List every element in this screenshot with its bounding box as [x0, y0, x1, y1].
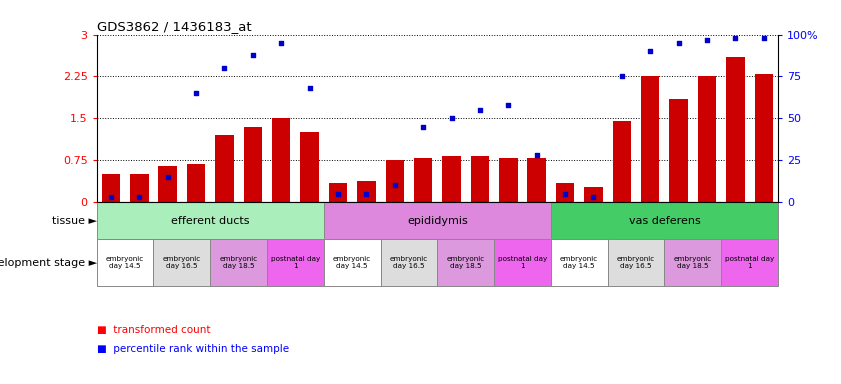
Bar	[153, 239, 210, 286]
Point	[757, 35, 770, 41]
Point	[587, 194, 600, 200]
Point	[445, 115, 458, 121]
Bar	[158, 166, 177, 202]
Point	[133, 194, 146, 200]
Text: embryonic
day 14.5: embryonic day 14.5	[106, 256, 144, 269]
Text: embryonic
day 14.5: embryonic day 14.5	[333, 256, 371, 269]
Bar	[669, 99, 688, 202]
Point	[303, 85, 316, 91]
Bar	[210, 239, 267, 286]
Text: embryonic
day 16.5: embryonic day 16.5	[163, 256, 201, 269]
Point	[672, 40, 685, 46]
Point	[274, 40, 288, 46]
Point	[388, 182, 401, 189]
Bar	[215, 135, 234, 202]
Bar	[244, 127, 262, 202]
Bar	[324, 202, 551, 239]
Bar	[442, 156, 461, 202]
Bar	[414, 157, 432, 202]
Bar	[187, 164, 205, 202]
Bar	[556, 183, 574, 202]
Bar	[380, 239, 437, 286]
Point	[701, 36, 714, 43]
Bar	[437, 239, 494, 286]
Bar	[385, 161, 404, 202]
Bar	[329, 183, 347, 202]
Text: efferent ducts: efferent ducts	[171, 216, 250, 226]
Text: postnatal day
1: postnatal day 1	[271, 256, 320, 269]
Text: embryonic
day 18.5: embryonic day 18.5	[220, 256, 257, 269]
Point	[161, 174, 174, 180]
Point	[416, 124, 430, 130]
Text: ■  transformed count: ■ transformed count	[97, 325, 210, 335]
Text: embryonic
day 18.5: embryonic day 18.5	[447, 256, 484, 269]
Bar	[357, 181, 376, 202]
Point	[558, 191, 572, 197]
Text: embryonic
day 16.5: embryonic day 16.5	[390, 256, 428, 269]
Bar	[300, 132, 319, 202]
Point	[501, 102, 515, 108]
Bar	[499, 157, 517, 202]
Text: development stage ►: development stage ►	[0, 258, 97, 268]
Point	[246, 51, 260, 58]
Bar	[97, 202, 324, 239]
Text: tissue ►: tissue ►	[51, 216, 97, 226]
Bar	[267, 239, 324, 286]
Bar	[102, 174, 120, 202]
Bar	[612, 121, 631, 202]
Point	[360, 191, 373, 197]
Point	[104, 194, 118, 200]
Bar	[551, 239, 607, 286]
Bar	[272, 118, 290, 202]
Bar	[641, 76, 659, 202]
Bar	[324, 239, 380, 286]
Bar	[130, 174, 149, 202]
Text: GDS3862 / 1436183_at: GDS3862 / 1436183_at	[97, 20, 251, 33]
Text: ■  percentile rank within the sample: ■ percentile rank within the sample	[97, 344, 288, 354]
Text: embryonic
day 14.5: embryonic day 14.5	[560, 256, 598, 269]
Bar	[551, 202, 778, 239]
Text: embryonic
day 16.5: embryonic day 16.5	[617, 256, 655, 269]
Bar	[698, 76, 717, 202]
Text: postnatal day
1: postnatal day 1	[498, 256, 547, 269]
Point	[728, 35, 742, 41]
Point	[331, 191, 345, 197]
Bar	[726, 57, 744, 202]
Bar	[471, 156, 489, 202]
Bar	[754, 74, 773, 202]
Point	[473, 107, 487, 113]
Text: vas deferens: vas deferens	[628, 216, 701, 226]
Bar	[664, 239, 721, 286]
Text: embryonic
day 18.5: embryonic day 18.5	[674, 256, 711, 269]
Point	[189, 90, 203, 96]
Bar	[584, 187, 603, 202]
Point	[643, 48, 657, 55]
Bar	[494, 239, 551, 286]
Bar	[721, 239, 778, 286]
Bar	[97, 239, 153, 286]
Point	[615, 73, 628, 79]
Text: epididymis: epididymis	[407, 216, 468, 226]
Point	[218, 65, 231, 71]
Bar	[607, 239, 664, 286]
Bar	[527, 157, 546, 202]
Text: postnatal day
1: postnatal day 1	[725, 256, 775, 269]
Point	[530, 152, 543, 158]
